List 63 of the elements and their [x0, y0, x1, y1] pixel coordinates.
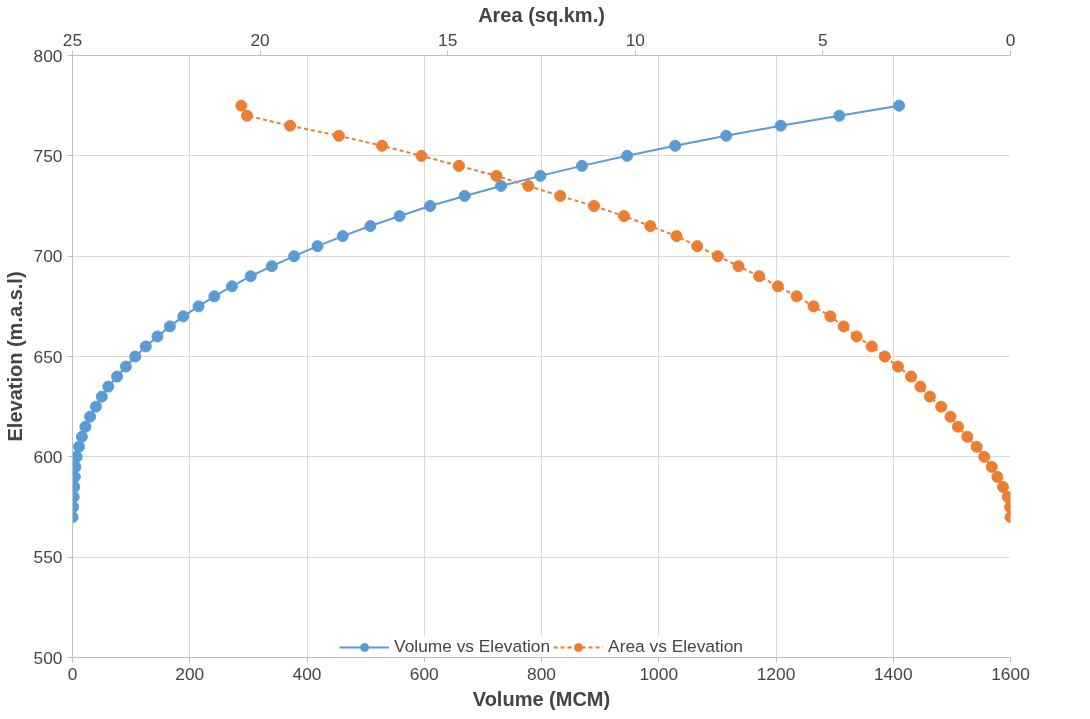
y-tick-label: 600 — [33, 446, 63, 467]
x-tick-label: 200 — [175, 663, 205, 684]
x2-tick-label: 20 — [250, 29, 270, 50]
point — [393, 210, 406, 223]
point — [139, 340, 152, 353]
legend-label: Volume vs Elevation — [394, 636, 551, 657]
y-tick-label: 700 — [33, 246, 63, 267]
point — [163, 320, 176, 333]
point — [75, 430, 88, 443]
point — [177, 310, 190, 323]
x2-axis-title: Area (sq.km.) — [478, 3, 605, 26]
x-tick-label: 600 — [409, 663, 439, 684]
point — [621, 149, 634, 162]
point — [495, 179, 508, 192]
y-tick-label: 750 — [33, 145, 63, 166]
point — [265, 260, 278, 273]
point — [192, 300, 205, 313]
y-axis-title: Elevation (m.a.s.l) — [3, 271, 26, 442]
point — [151, 330, 164, 343]
point — [833, 109, 846, 122]
x-tick-label: 0 — [67, 663, 78, 684]
y-tick-label: 800 — [33, 45, 63, 66]
y-tick-label: 550 — [33, 547, 63, 568]
x-tick-label: 400 — [292, 663, 322, 684]
x-tick-label: 1600 — [991, 663, 1030, 684]
point — [72, 440, 85, 453]
x-tick-label: 1200 — [756, 663, 796, 684]
point — [774, 119, 787, 132]
point — [534, 169, 547, 182]
x2-tick-label: 0 — [1005, 29, 1016, 50]
point — [893, 99, 906, 112]
y-tick-label: 500 — [33, 647, 63, 668]
point — [79, 420, 92, 433]
x-tick-label: 800 — [527, 663, 556, 684]
point — [225, 280, 238, 293]
point — [129, 350, 142, 363]
point — [95, 390, 108, 403]
x-tick-label: 1000 — [639, 663, 679, 684]
point — [208, 290, 221, 303]
point — [720, 129, 733, 142]
point — [111, 370, 124, 383]
point — [364, 220, 377, 233]
x2-tick-label: 15 — [438, 29, 458, 50]
x2-tick-label: 5 — [818, 29, 828, 50]
legend-label: Area vs Elevation — [608, 636, 743, 657]
point — [119, 360, 132, 373]
point — [424, 200, 437, 212]
point — [288, 250, 301, 263]
x2-tick-label: 25 — [62, 29, 83, 50]
point — [311, 240, 324, 253]
point — [669, 139, 682, 152]
x-axis-title: Volume (MCM) — [472, 687, 611, 710]
point — [102, 380, 115, 393]
point — [458, 189, 471, 202]
point — [336, 230, 349, 243]
x2-tick-label: 10 — [625, 29, 645, 50]
point — [244, 270, 257, 283]
point — [575, 159, 588, 172]
point — [72, 450, 83, 463]
x-tick-label: 1400 — [873, 663, 913, 684]
point — [84, 410, 97, 423]
y-tick-label: 650 — [33, 346, 63, 367]
point — [89, 400, 102, 413]
